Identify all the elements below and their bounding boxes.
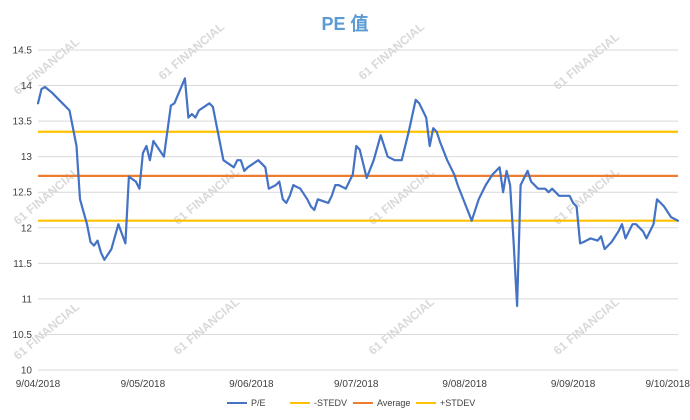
y-tick-label: 11.5 (13, 259, 32, 270)
x-tick-label: 9/08/2018 (442, 379, 487, 390)
y-tick-label: 13 (21, 152, 33, 163)
x-tick-label: 9/10/2018 (646, 379, 690, 390)
x-tick-label: 9/06/2018 (229, 379, 274, 390)
x-tick-label: 9/07/2018 (334, 379, 379, 390)
watermark-text: 61 FINANCIAL (171, 165, 242, 228)
y-tick-label: 10.5 (13, 330, 33, 341)
legend-plus-stdev-label: +STDEV (440, 398, 475, 408)
x-tick-label: 9/09/2018 (551, 379, 596, 390)
watermark-text: 61 FINANCIAL (366, 295, 437, 358)
watermark-text: 61 FINANCIAL (156, 20, 227, 83)
legend-pe-label: P/E (251, 398, 266, 408)
watermark-text: 61 FINANCIAL (551, 295, 622, 358)
y-tick-label: 12.5 (13, 188, 33, 199)
y-tick-label: 13.5 (13, 117, 33, 128)
legend-average-label: Average (377, 398, 410, 408)
legend: P/E -STEDV Average +STDEV (227, 398, 475, 408)
y-tick-label: 10 (21, 366, 33, 377)
watermark-text: 61 FINANCIAL (171, 295, 242, 358)
watermark-text: 61 FINANCIAL (551, 30, 622, 93)
y-tick-label: 12 (21, 223, 33, 234)
x-tick-label: 9/04/2018 (16, 379, 61, 390)
y-tick-label: 14.5 (13, 46, 33, 57)
y-tick-label: 11 (22, 294, 33, 305)
legend-minus-stdev-label: -STEDV (314, 398, 347, 408)
y-tick-label: 14 (21, 81, 33, 92)
watermark-layer: 61 FINANCIAL 61 FINANCIAL 61 FINANCIAL 61 F… (11, 20, 622, 363)
x-tick-label: 9/05/2018 (121, 379, 166, 390)
watermark-text: 61 FINANCIAL (366, 165, 437, 228)
x-axis-ticks: 9/04/2018 9/05/2018 9/06/2018 9/07/2018 9/08… (16, 379, 690, 390)
chart-title: PE 值 (321, 13, 368, 34)
